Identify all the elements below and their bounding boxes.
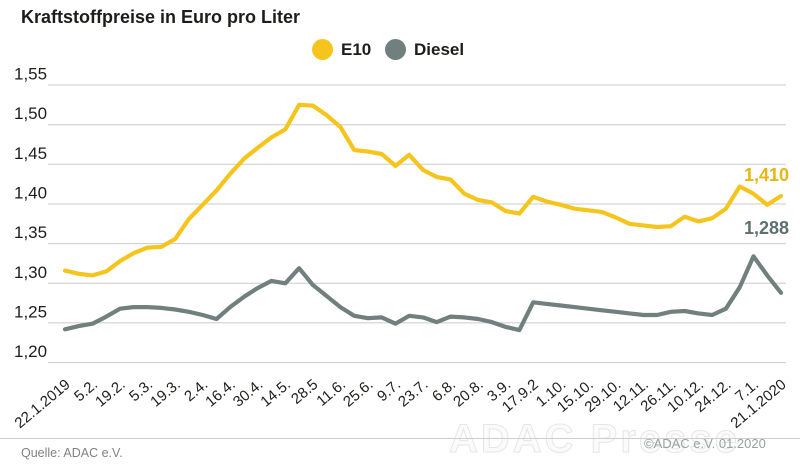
footer-divider bbox=[0, 438, 800, 439]
x-axis-label: 19.3. bbox=[147, 376, 183, 410]
x-axis-label: 11.6. bbox=[313, 376, 349, 410]
y-axis-label: 1,40 bbox=[14, 184, 47, 203]
x-axis-label: 20.8. bbox=[450, 376, 486, 410]
x-axis-label: 16.4. bbox=[202, 376, 238, 410]
legend-diesel-label: Diesel bbox=[414, 40, 465, 59]
y-axis-label: 1,25 bbox=[14, 302, 47, 321]
x-axis-label: 25.6. bbox=[340, 376, 376, 410]
legend-e10-dot-icon bbox=[312, 39, 333, 60]
y-axis-label: 1,20 bbox=[14, 342, 47, 361]
adac-presse-watermark: ADAC Presse bbox=[449, 417, 740, 462]
page-title: Kraftstoffpreise in Euro pro Liter bbox=[21, 7, 301, 27]
x-axis-label: 19.2. bbox=[92, 376, 128, 410]
diesel-end-value-label: 1,288 bbox=[743, 218, 789, 238]
x-axis-label: 22.1.2019 bbox=[12, 376, 74, 432]
x-axis-label: 23.7. bbox=[395, 376, 431, 410]
y-axis-label: 1,55 bbox=[14, 65, 47, 84]
source-note: Quelle: ADAC e.V. bbox=[21, 446, 123, 460]
e10-end-value-label: 1,410 bbox=[743, 165, 789, 185]
series-line-e10 bbox=[62, 102, 784, 278]
y-axis-label: 1,50 bbox=[14, 104, 47, 123]
y-axis-label: 1,45 bbox=[14, 144, 47, 163]
series-line-diesel bbox=[62, 254, 784, 333]
x-axis-label: 28.5 bbox=[288, 376, 321, 408]
copyright-note: ©ADAC e.V. 01.2020 bbox=[644, 436, 766, 451]
y-axis-label: 1,30 bbox=[14, 263, 47, 282]
legend-diesel-dot-icon bbox=[385, 39, 406, 60]
legend-e10-label: E10 bbox=[341, 40, 372, 59]
y-axis-label: 1,35 bbox=[14, 223, 47, 242]
